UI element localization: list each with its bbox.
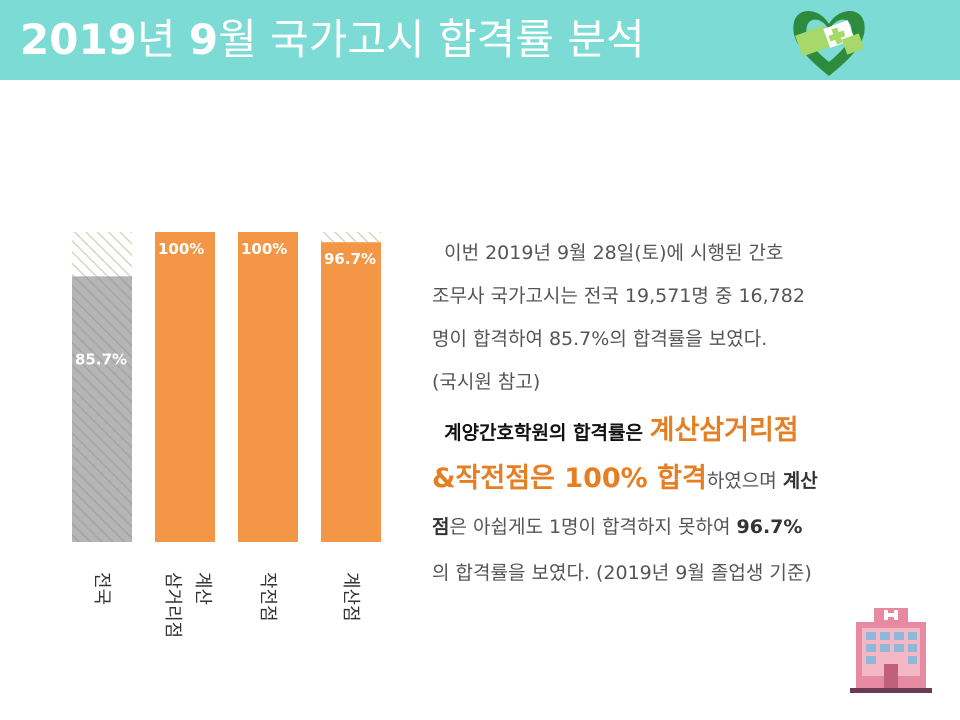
data-label: 100% (158, 240, 204, 258)
summary-line: (국시원 참고) (432, 371, 541, 393)
result-line: 의 합격률을 보였다. (2019년 9월 졸업생 기준) (432, 562, 812, 584)
heart-cross-logo-icon (793, 10, 865, 76)
header-bar: 2019년 9월 국가고시 합격률 분석 (0, 0, 960, 80)
category-label: 계산점 (340, 572, 361, 622)
title-year: 2019 (20, 15, 137, 64)
result-line: &작전점은 100% 합격하였으며 계산 (432, 463, 818, 494)
title-unit-year: 년 (136, 15, 189, 64)
summary-paragraph: 이번 2019년 9월 28일(토)에 시행된 간호 조무사 국가고시는 전국 … (432, 232, 942, 404)
bar (321, 242, 381, 543)
category-label: 작전점 (257, 572, 278, 622)
highlight-full-pass: &작전점은 100% 합격 (432, 463, 707, 494)
bar (155, 232, 215, 542)
title-month: 9 (188, 15, 219, 64)
pass-rate-bar-chart: 85.7% 전국 100% 계산삼거리점 100% 작전점 96.7% 계산점 (72, 232, 381, 638)
bar-remainder (321, 232, 381, 243)
data-label: 100% (241, 240, 287, 258)
category-label: 계산삼거리점 (162, 572, 213, 638)
branch-name-bold: 계산 (782, 470, 818, 492)
academy-pass-rate-label: 계양간호학원의 합격률은 (444, 422, 650, 444)
category-label: 전국 (91, 572, 112, 605)
highlight-branch: 계산삼거리점 (649, 415, 799, 446)
title-rest: 월 국가고시 합격률 분석 (218, 15, 645, 64)
result-line: 계양간호학원의 합격률은 계산삼거리점 (432, 408, 942, 456)
bar-remainder (72, 232, 132, 277)
summary-line: 조무사 국가고시는 전국 19,571명 중 16,782 (432, 285, 805, 307)
page-title: 2019년 9월 국가고시 합격률 분석 (20, 8, 645, 72)
hospital-building-icon (850, 608, 932, 693)
data-label: 96.7% (324, 250, 376, 268)
result-line: 점은 아쉽게도 1명이 합격하지 못하여 96.7% (432, 516, 803, 538)
data-label: 85.7% (75, 350, 127, 368)
bar (238, 232, 298, 542)
summary-line: 이번 2019년 9월 28일(토)에 시행된 간호 (444, 242, 784, 264)
summary-line: 명이 합격하여 85.7%의 합격률을 보였다. (432, 328, 768, 350)
branch-rate-bold: 96.7% (736, 516, 803, 538)
bar (72, 276, 132, 542)
academy-result-paragraph: 계양간호학원의 합격률은 계산삼거리점 &작전점은 100% 합격하였으며 계산… (432, 408, 942, 596)
